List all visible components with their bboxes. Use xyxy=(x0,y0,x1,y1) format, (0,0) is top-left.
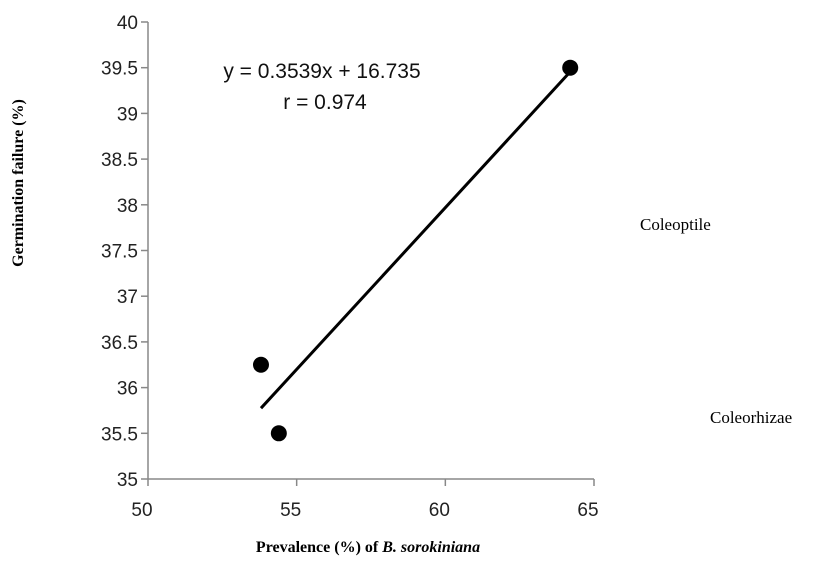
x-tick-label: 55 xyxy=(280,500,301,521)
r-annotation: r = 0.974 xyxy=(283,91,367,114)
x-axis-title: Prevalence (%) of B. sorokiniana xyxy=(256,539,480,556)
coleorhizae-label: Coleorhizae xyxy=(710,408,792,427)
y-tick-label: 37.5 xyxy=(101,242,138,263)
y-tick-label: 37 xyxy=(117,287,138,308)
x-tick-label: 60 xyxy=(429,500,450,521)
data-point xyxy=(562,59,579,76)
y-tick-label: 40 xyxy=(117,13,138,34)
y-ticks: 35 35.5 36 36.5 37 37.5 38 38.5 39 39.5 40 xyxy=(101,13,148,491)
x-ticks: 50 55 60 65 xyxy=(131,479,599,521)
y-tick-label: 39 xyxy=(117,104,138,125)
y-tick-label: 35 xyxy=(117,470,138,491)
x-axis-title-species: B. sorokiniana xyxy=(381,539,480,556)
y-tick-label: 36.5 xyxy=(101,333,138,354)
x-axis-title-prefix: Prevalence (%) of xyxy=(256,539,382,556)
y-tick-label: 38.5 xyxy=(101,150,138,171)
y-tick-label: 39.5 xyxy=(101,59,138,80)
data-point xyxy=(252,356,269,373)
y-tick-label: 36 xyxy=(117,379,138,400)
axes xyxy=(147,22,594,480)
y-tick-label: 38 xyxy=(117,196,138,217)
trendline xyxy=(259,70,572,410)
y-tick-label: 35.5 xyxy=(101,424,138,445)
equation-annotation: y = 0.3539x + 16.735 xyxy=(223,60,420,83)
y-axis-title: Germination failure (%) xyxy=(10,99,27,267)
x-tick-label: 50 xyxy=(131,500,152,521)
data-series xyxy=(252,59,579,442)
coleoptile-label: Coleoptile xyxy=(640,215,711,234)
data-point xyxy=(270,425,287,442)
x-tick-label: 65 xyxy=(577,500,598,521)
